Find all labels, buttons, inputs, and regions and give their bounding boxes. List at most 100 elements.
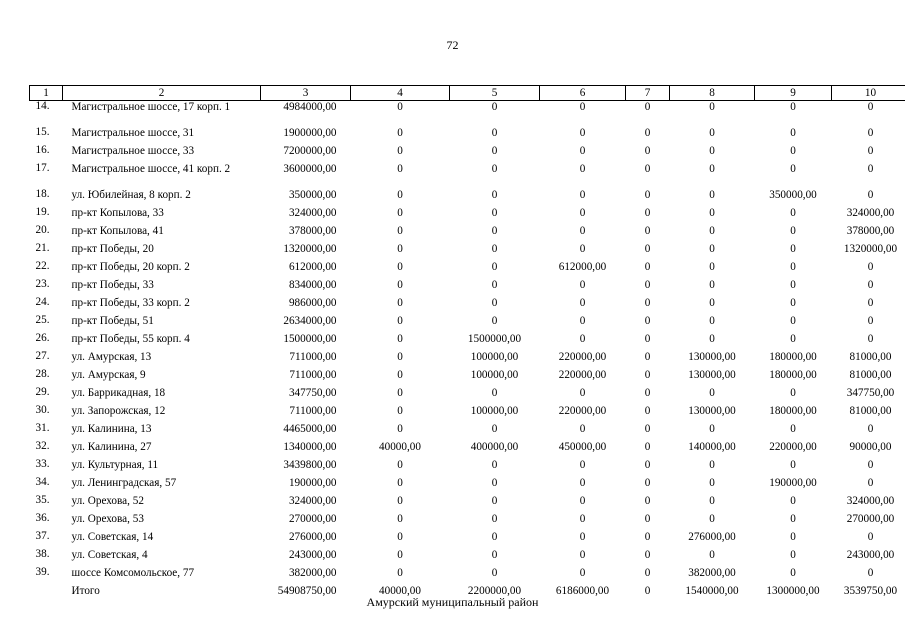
- amount-cell-col-7: 0: [644, 405, 651, 417]
- row-number: 35.: [35, 494, 50, 506]
- total-amount-cell: 986000,00: [288, 297, 337, 309]
- table-row: 34. ул. Ленинградская, 57 190000,00 0 0 0 0 0 19…: [30, 476, 905, 495]
- amount-cell-col-9: 0: [790, 531, 796, 543]
- address-cell: ул. Ленинградская, 57: [71, 477, 177, 489]
- amount-cell-col-7: 0: [644, 333, 651, 345]
- row-number: 29.: [35, 386, 50, 398]
- table-body: 14. Магистральное шоссе, 17 корп. 1 498400…: [30, 101, 905, 604]
- address-cell: пр-кт Победы, 33 корп. 2: [71, 297, 190, 309]
- amount-cell-col-8: 0: [709, 261, 715, 273]
- total-amount-cell: 7200000,00: [283, 145, 337, 157]
- amount-cell-col-5: 0: [491, 297, 498, 309]
- row-number: 34.: [35, 476, 50, 488]
- amount-cell-col-5: 400000,00: [470, 441, 519, 453]
- amount-cell-col-10: 0: [867, 459, 874, 471]
- row-number: 30.: [35, 404, 50, 416]
- amount-cell-col-10: 0: [867, 163, 874, 175]
- amount-cell-col-10: 81000,00: [849, 369, 892, 381]
- amount-cell-col-9: 0: [790, 127, 796, 139]
- amount-cell-col-8: 0: [709, 279, 715, 291]
- amount-cell-col-4: 0: [397, 513, 403, 525]
- amount-cell-col-5: 0: [491, 163, 498, 175]
- amount-cell-col-10: 0: [867, 127, 874, 139]
- amount-cell-col-4: 0: [397, 315, 403, 327]
- amount-cell-col-4: 0: [397, 405, 403, 417]
- amount-cell-col-8: 0: [709, 189, 715, 201]
- amount-cell-col-9: 0: [790, 549, 796, 561]
- amount-cell-col-6: 220000,00: [558, 369, 607, 381]
- address-cell: ул. Культурная, 11: [71, 459, 159, 471]
- amount-cell-col-5: 0: [491, 127, 498, 139]
- amount-cell-col-7: 0: [644, 567, 651, 579]
- amount-cell-col-6: 220000,00: [558, 405, 607, 417]
- row-number: 19.: [35, 206, 50, 218]
- row-number: 18.: [35, 188, 50, 200]
- column-header-9: 9: [754, 85, 832, 101]
- row-number: 32.: [35, 440, 50, 452]
- amount-cell-col-8: 140000,00: [688, 441, 736, 453]
- amount-cell-col-5: 100000,00: [470, 405, 519, 417]
- total-amount-cell: 3439800,00: [283, 459, 337, 471]
- table-row: 30. ул. Запорожская, 12 711000,00 0 100000,0…: [30, 404, 905, 423]
- amount-cell-col-9: 0: [790, 261, 796, 273]
- amount-cell-col-9: 0: [790, 145, 796, 157]
- amount-cell-col-7: 0: [644, 189, 651, 201]
- amount-cell-col-7: 0: [644, 351, 651, 363]
- amount-cell-col-8: 0: [709, 423, 715, 435]
- total-amount-cell: 190000,00: [288, 477, 337, 489]
- total-amount-cell: 4984000,00: [283, 101, 337, 113]
- row-number: 26.: [35, 332, 50, 344]
- amount-cell-col-10: 0: [867, 333, 874, 345]
- amount-cell-col-10: 324000,00: [846, 207, 895, 219]
- amount-cell-col-5: 0: [491, 387, 498, 399]
- amount-cell-col-9: 180000,00: [769, 405, 817, 417]
- header-row: 1 2 3 4 5 6 7 8 9 10: [29, 85, 905, 101]
- total-amount-cell: 612000,00: [288, 261, 337, 273]
- amount-cell-col-6: 0: [579, 207, 586, 219]
- amount-cell-col-10: 0: [867, 101, 874, 113]
- table-row: 35. ул. Орехова, 52 324000,00 0 0 0 0 0 0 324000,…: [30, 494, 905, 513]
- amount-cell-col-5: 0: [491, 459, 498, 471]
- amount-cell-col-9: 180000,00: [769, 351, 817, 363]
- row-number: 25.: [35, 314, 50, 326]
- amount-cell-col-6: 450000,00: [558, 441, 607, 453]
- amount-cell-col-4: 0: [397, 297, 403, 309]
- amount-cell-col-4: 0: [397, 333, 403, 345]
- amount-cell-col-5: 0: [491, 567, 498, 579]
- amount-cell-col-10: 0: [867, 279, 874, 291]
- address-cell: Магистральное шоссе, 17 корп. 1: [71, 101, 231, 113]
- amount-cell-col-6: 0: [579, 495, 586, 507]
- table-row: 14. Магистральное шоссе, 17 корп. 1 498400…: [30, 101, 905, 128]
- amount-cell-col-8: 0: [709, 207, 715, 219]
- row-number: 15.: [35, 126, 50, 138]
- amount-cell-col-5: 0: [491, 513, 498, 525]
- amount-cell-col-5: 0: [491, 145, 498, 157]
- section-caption: Амурский муниципальный район: [366, 595, 539, 609]
- table-row: 38. ул. Советская, 4 243000,00 0 0 0 0 0 0 243000…: [30, 548, 905, 567]
- amount-cell-col-4: 0: [397, 387, 403, 399]
- column-header-8: 8: [669, 85, 755, 101]
- amount-cell-col-7: 0: [644, 243, 651, 255]
- amount-cell-col-6: 0: [579, 333, 586, 345]
- total-amount-cell: 347750,00: [288, 387, 337, 399]
- amount-cell-col-6: 0: [579, 163, 586, 175]
- address-cell: ул. Калинина, 13: [71, 423, 152, 435]
- amount-cell-col-9: 0: [790, 459, 796, 471]
- amount-cell-col-6: 612000,00: [558, 261, 607, 273]
- address-cell: пр-кт Победы, 51: [71, 315, 154, 327]
- amount-cell-col-7: 0: [644, 225, 651, 237]
- amount-cell-col-7: 0: [644, 261, 651, 273]
- amount-cell-col-8: 276000,00: [688, 531, 736, 543]
- amount-cell-col-7: 0: [644, 101, 651, 113]
- table-row: 29. ул. Баррикадная, 18 347750,00 0 0 0 0 0 0 347…: [30, 386, 905, 405]
- amount-cell-col-4: 0: [397, 225, 403, 237]
- amount-cell-col-5: 0: [491, 225, 498, 237]
- total-amount-cell: 378000,00: [288, 225, 337, 237]
- amount-cell-col-6: 0: [579, 297, 586, 309]
- total-amount-cell: 1500000,00: [283, 333, 337, 345]
- amount-cell-col-10: 3539750,00: [843, 585, 898, 597]
- amount-cell-col-4: 40000,00: [379, 585, 421, 597]
- amount-cell-col-5: 0: [491, 279, 498, 291]
- table-row: 24. пр-кт Победы, 33 корп. 2 986000,00 0 0 0 0…: [30, 296, 905, 315]
- column-header-4: 4: [350, 85, 450, 101]
